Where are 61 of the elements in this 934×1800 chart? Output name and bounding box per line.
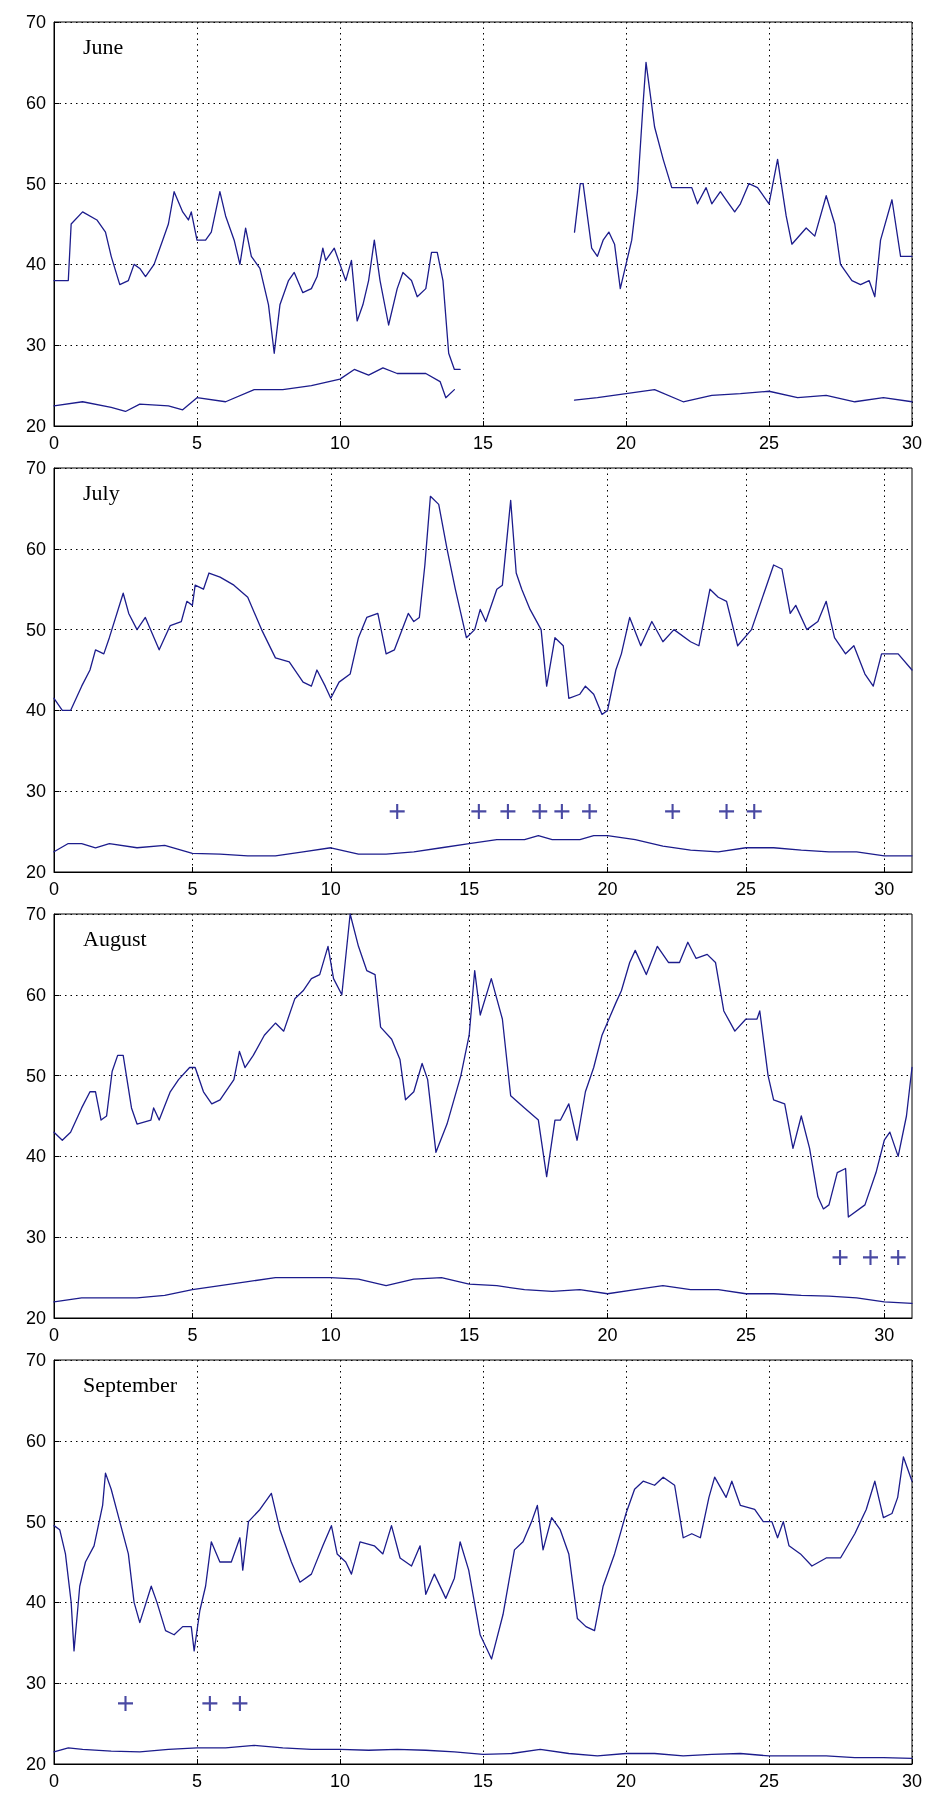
y-tick-label: 50 [25, 1511, 46, 1532]
y-tick-label: 70 [25, 458, 46, 478]
x-tick-label: 25 [735, 1325, 756, 1345]
x-tick-label: 5 [191, 1771, 203, 1791]
line-series [53, 834, 913, 857]
x-tick-label: 20 [615, 433, 637, 453]
y-tick-label: 70 [25, 1350, 46, 1370]
x-tick-label: 0 [48, 1325, 60, 1345]
x-tick-label: 20 [597, 879, 618, 899]
y-tick-label: 60 [25, 1430, 46, 1451]
x-tick-label: 5 [187, 879, 198, 899]
y-tick-label: 60 [25, 92, 46, 113]
x-tick-label: 0 [48, 1771, 60, 1791]
x-tick-label: 0 [48, 433, 60, 453]
y-tick-label: 20 [25, 1754, 46, 1774]
y-tick-label: 20 [25, 1308, 46, 1328]
x-tick-label: 5 [191, 433, 203, 453]
y-tick-label: 70 [25, 904, 46, 924]
y-tick-label: 30 [25, 1673, 46, 1694]
y-tick-label: 70 [25, 12, 46, 32]
x-tick-label: 20 [597, 1325, 618, 1345]
x-tick-label: 15 [472, 433, 494, 453]
line-series [53, 1456, 913, 1660]
x-tick-label: 5 [187, 1325, 198, 1345]
line-series [53, 1276, 913, 1305]
y-tick-label: 20 [25, 416, 46, 436]
x-tick-label: 10 [320, 1325, 341, 1345]
x-tick-label: 20 [615, 1771, 637, 1791]
x-tick-label: 15 [459, 1325, 480, 1345]
x-tick-label: 30 [874, 879, 895, 899]
y-tick-label: 30 [25, 781, 46, 802]
y-tick-label: 40 [25, 700, 46, 721]
x-tick-label: 25 [758, 433, 780, 453]
x-tick-label: 10 [329, 433, 351, 453]
x-tick-label: 15 [459, 879, 480, 899]
x-tick-label: 0 [48, 879, 60, 899]
y-tick-label: 60 [25, 538, 46, 559]
text: August [83, 925, 147, 951]
y-tick-label: 30 [25, 335, 46, 356]
y-tick-label: 50 [25, 619, 46, 640]
y-tick-label: 30 [25, 1227, 46, 1248]
text: June [83, 33, 124, 59]
y-tick-label: 40 [25, 254, 46, 275]
x-tick-label: 25 [758, 1771, 780, 1791]
y-tick-label: 20 [25, 862, 46, 882]
y-tick-label: 60 [25, 984, 46, 1005]
x-tick-label: 30 [901, 433, 923, 453]
y-tick-label: 40 [25, 1592, 46, 1613]
y-tick-label: 40 [25, 1146, 46, 1167]
text: July [83, 479, 120, 505]
x-tick-label: 30 [874, 1325, 895, 1345]
x-tick-label: 25 [735, 879, 756, 899]
line-series [53, 913, 913, 1218]
y-tick-label: 50 [25, 1065, 46, 1086]
text: September [83, 1371, 178, 1397]
y-tick-label: 50 [25, 173, 46, 194]
x-tick-label: 10 [329, 1771, 351, 1791]
x-tick-label: 30 [901, 1771, 923, 1791]
x-tick-label: 10 [320, 879, 341, 899]
line-series [53, 1744, 913, 1759]
x-tick-label: 15 [472, 1771, 494, 1791]
